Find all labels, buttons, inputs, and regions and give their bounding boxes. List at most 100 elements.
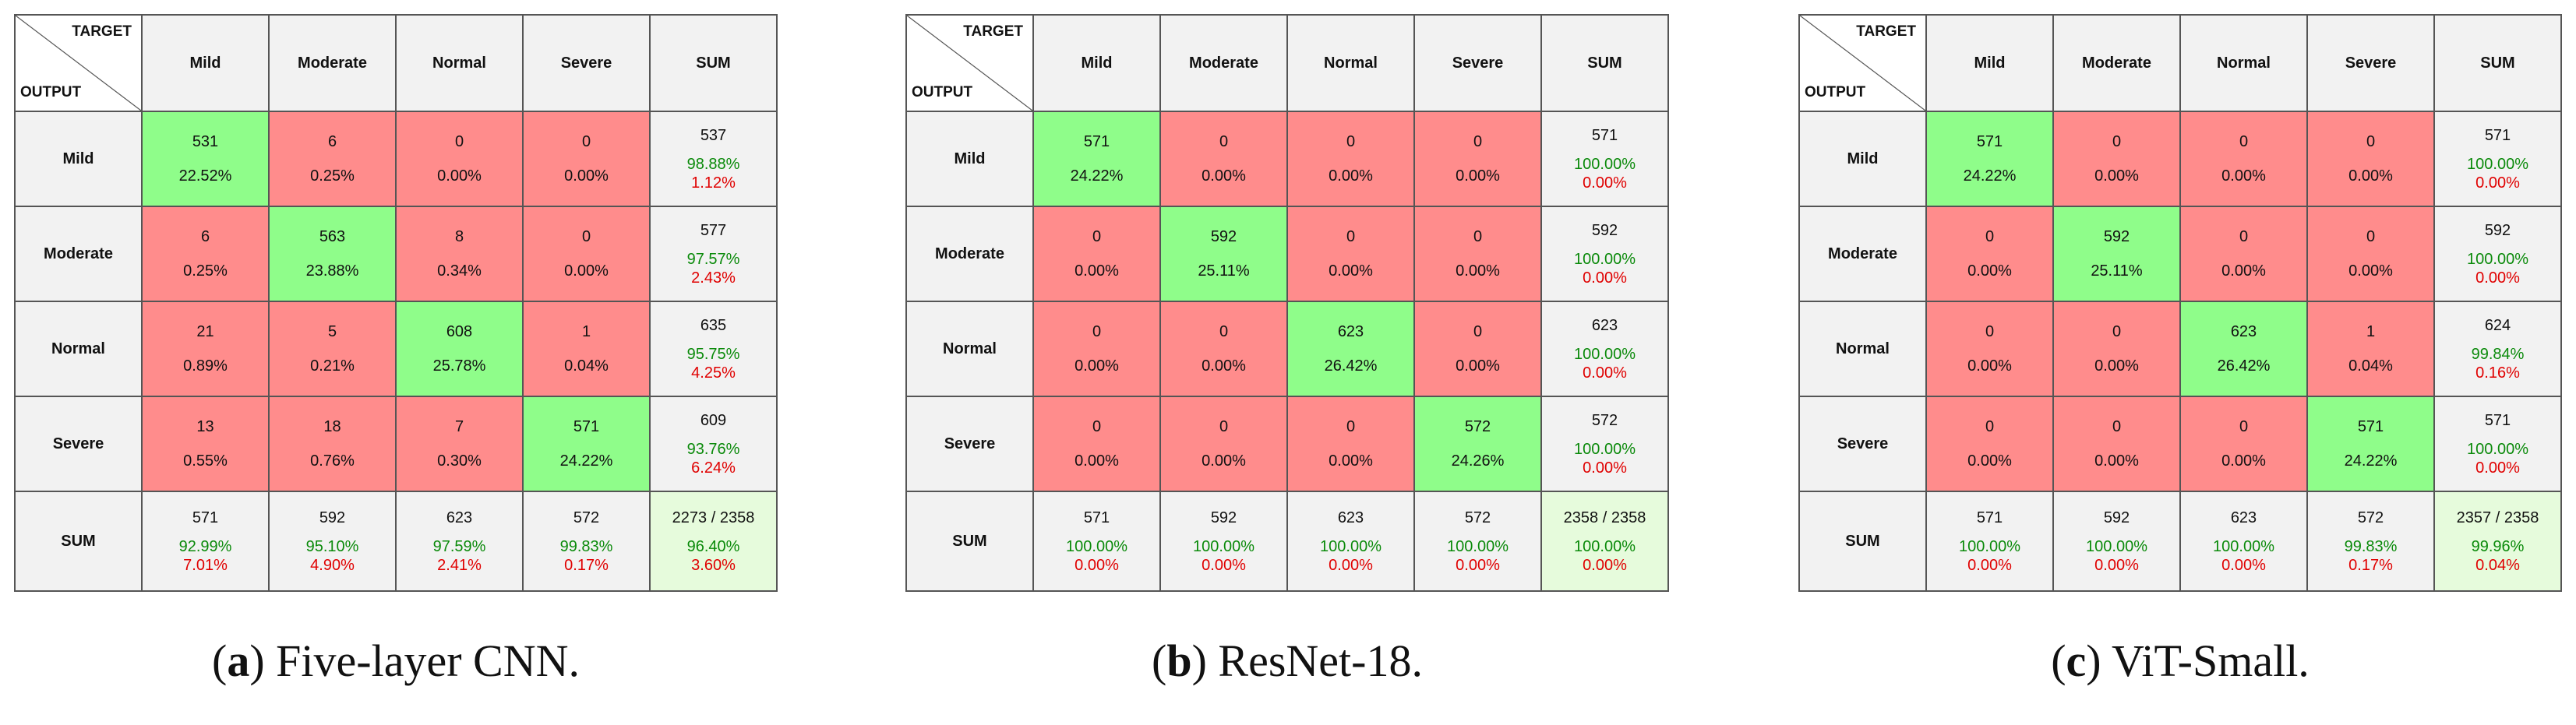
cell-count: 0 xyxy=(1985,323,1995,340)
row-header: Normal xyxy=(14,301,143,397)
row-sum-cell: 537 98.88% 1.12% xyxy=(649,111,778,207)
row-sum-cell: 592 100.00% 0.00% xyxy=(2433,206,2562,302)
matrix-cell: 0 0.00% xyxy=(2179,206,2308,302)
matrix-cell: 0 0.00% xyxy=(522,206,651,302)
cell-percent: 0.89% xyxy=(183,357,228,375)
cell-percent: 0.00% xyxy=(2094,167,2139,185)
matrix-cell: 0 0.00% xyxy=(2179,396,2308,492)
cell-count: 0 xyxy=(1346,228,1356,245)
cell-percent: 24.22% xyxy=(559,452,613,470)
matrix-cell: 0 0.00% xyxy=(1159,111,1288,207)
confusion-matrix-panel-c: TARGET OUTPUT Mild Moderate Normal Sever… xyxy=(1798,14,2562,592)
matrix-cell: 0 0.00% xyxy=(2306,206,2435,302)
sum-count: 635 xyxy=(700,317,727,334)
sum-count: 571 xyxy=(1976,509,2003,526)
cell-percent: 0.00% xyxy=(1329,452,1373,470)
cell-percent: 25.11% xyxy=(1198,262,1250,280)
total-cell: 2357 / 2358 99.96% 0.04% xyxy=(2433,491,2562,592)
matrix-cell: 1 0.04% xyxy=(522,301,651,397)
confusion-matrix-panel-b: TARGET OUTPUT Mild Moderate Normal Sever… xyxy=(905,14,1669,592)
error-rate: 0.00% xyxy=(2221,557,2266,574)
matrix-cell: 7 0.30% xyxy=(395,396,524,492)
matrix-cell: 0 0.00% xyxy=(1286,206,1415,302)
cell-count: 608 xyxy=(446,323,473,340)
cell-percent: 0.21% xyxy=(310,357,355,375)
sum-count: 572 xyxy=(2357,509,2384,526)
row-header: Severe xyxy=(14,396,143,492)
correct-rate: 100.00% xyxy=(1320,538,1382,555)
error-rate: 4.90% xyxy=(310,557,355,574)
error-rate: 0.00% xyxy=(2475,269,2520,287)
row-sum-cell: 571 100.00% 0.00% xyxy=(1540,111,1669,207)
target-label: TARGET xyxy=(963,23,1023,40)
cell-percent: 0.30% xyxy=(437,452,482,470)
row-sum-cell: 609 93.76% 6.24% xyxy=(649,396,778,492)
cell-count: 0 xyxy=(1473,228,1483,245)
error-rate: 0.00% xyxy=(1583,557,1627,574)
total-count: 2358 / 2358 xyxy=(1563,509,1646,526)
sum-count: 571 xyxy=(2484,127,2511,144)
error-rate: 6.24% xyxy=(691,459,736,477)
column-header: Mild xyxy=(141,14,270,112)
cell-count: 0 xyxy=(1219,133,1229,150)
cell-percent: 22.52% xyxy=(178,167,232,185)
cell-count: 592 xyxy=(2103,228,2130,245)
cell-percent: 0.00% xyxy=(564,167,609,185)
error-rate: 0.00% xyxy=(1583,459,1627,477)
cell-percent: 24.22% xyxy=(2344,452,2398,470)
column-header: Moderate xyxy=(1159,14,1288,112)
error-rate: 0.00% xyxy=(1075,557,1119,574)
total-count: 2273 / 2358 xyxy=(672,509,755,526)
cell-percent: 24.22% xyxy=(1070,167,1124,185)
caption-text: ) Five-layer CNN. xyxy=(249,635,580,686)
caption-b: (b) ResNet-18. xyxy=(1152,635,1423,686)
row-header: Severe xyxy=(1798,396,1927,492)
row-header: Moderate xyxy=(905,206,1034,302)
cell-count: 8 xyxy=(454,228,464,245)
matrix-cell: 0 0.00% xyxy=(1413,301,1542,397)
correct-rate: 100.00% xyxy=(1574,156,1636,173)
row-header: Moderate xyxy=(1798,206,1927,302)
cell-count: 0 xyxy=(1985,418,1995,435)
cell-percent: 0.00% xyxy=(2094,452,2139,470)
column-sum-cell: 623 100.00% 0.00% xyxy=(1286,491,1415,592)
correct-rate: 100.00% xyxy=(2467,156,2528,173)
matrix-cell: 0 0.00% xyxy=(1413,206,1542,302)
correct-rate: 99.83% xyxy=(559,538,613,555)
row-sum-cell: 592 100.00% 0.00% xyxy=(1540,206,1669,302)
column-header: Moderate xyxy=(268,14,397,112)
cell-count: 592 xyxy=(1210,228,1237,245)
sum-count: 537 xyxy=(700,127,727,144)
cell-count: 0 xyxy=(2366,228,2376,245)
cell-count: 572 xyxy=(1464,418,1491,435)
matrix-cell: 0 0.00% xyxy=(2052,301,2181,397)
column-sum-cell: 592 95.10% 4.90% xyxy=(268,491,397,592)
correct-rate: 97.57% xyxy=(686,251,740,268)
cell-count: 6 xyxy=(327,133,337,150)
matrix-cell: 572 24.26% xyxy=(1413,396,1542,492)
matrix-cell: 0 0.00% xyxy=(1159,396,1288,492)
sum-count: 571 xyxy=(192,509,219,526)
cell-count: 0 xyxy=(1219,418,1229,435)
matrix-cell: 6 0.25% xyxy=(141,206,270,302)
cell-percent: 0.00% xyxy=(2221,167,2266,185)
row-sum-cell: 623 100.00% 0.00% xyxy=(1540,301,1669,397)
matrix-cell: 0 0.00% xyxy=(1286,111,1415,207)
cell-count: 0 xyxy=(1092,323,1102,340)
matrix-cell: 0 0.00% xyxy=(1925,206,2054,302)
correct-rate: 100.00% xyxy=(2467,441,2528,458)
error-rate: 0.00% xyxy=(1329,557,1373,574)
output-label: OUTPUT xyxy=(20,84,82,100)
cell-count: 623 xyxy=(1337,323,1364,340)
matrix-cell: 0 0.00% xyxy=(1413,111,1542,207)
sum-count: 623 xyxy=(1337,509,1364,526)
cell-percent: 26.42% xyxy=(1324,357,1378,375)
error-rate: 0.00% xyxy=(1967,557,2012,574)
matrix-cell: 571 24.22% xyxy=(522,396,651,492)
column-header: Normal xyxy=(395,14,524,112)
column-sum-cell: 592 100.00% 0.00% xyxy=(1159,491,1288,592)
row-header: SUM xyxy=(905,491,1034,592)
corner-cell: TARGET OUTPUT xyxy=(14,14,143,112)
matrix-cell: 0 0.00% xyxy=(1032,301,1161,397)
cell-count: 571 xyxy=(573,418,600,435)
